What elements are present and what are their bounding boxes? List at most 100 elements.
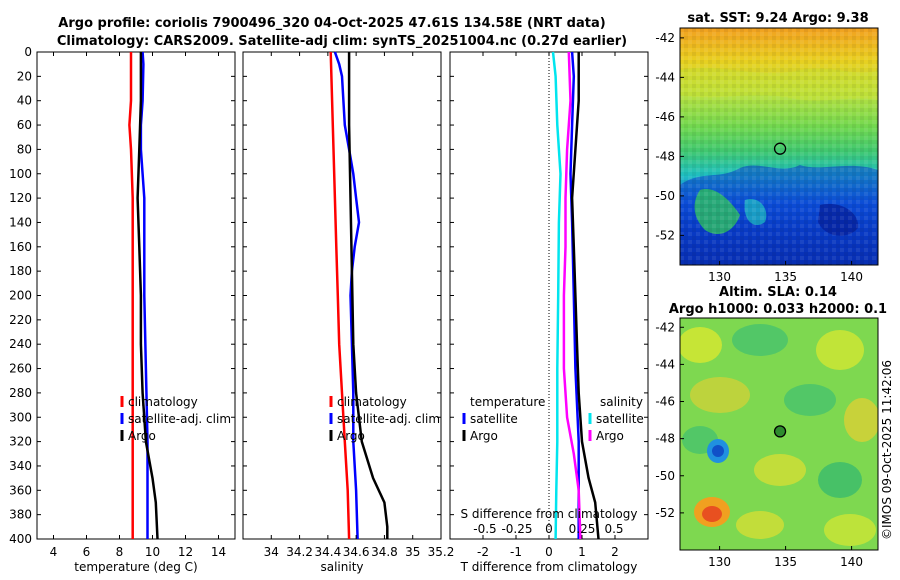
temperature-legend-argo: Argo [128, 429, 156, 443]
s-tick-0: 0 [545, 522, 553, 536]
s-tick-minus-0.5: -0.5 [473, 522, 496, 536]
depth-tick-label: 20 [17, 69, 32, 83]
depth-tick-label: 240 [9, 337, 32, 351]
sla-map-frame [679, 317, 879, 551]
s-difference-ticks: -0.5 -0.25 0 0.25 0.5 [473, 522, 623, 536]
x-tick-label: 1 [578, 545, 586, 559]
x-tick-label: 10 [145, 545, 160, 559]
map-y-tick-label: -52 [655, 506, 675, 520]
temperature-legend: climatology satellite-adj. clim Argo [120, 395, 231, 443]
s-tick-0.25: 0.25 [569, 522, 596, 536]
figure-title-line1: Argo profile: coriolis 7900496_320 04-Oc… [58, 16, 605, 31]
series-line-climatology [128, 52, 134, 539]
series-line-s-argo [562, 51, 582, 540]
depth-tick-label: 300 [9, 410, 32, 424]
depth-tick-label: 80 [17, 142, 32, 156]
map-y-tick-label: -50 [655, 189, 675, 203]
depth-tick-label: 120 [9, 191, 32, 205]
map-y-tick-label: -42 [655, 31, 675, 45]
depth-tick-label: 60 [17, 118, 32, 132]
depth-tick-label: 180 [9, 264, 32, 278]
x-tick-label: 34 [264, 545, 279, 559]
x-tick-label: 0 [545, 545, 553, 559]
legend-temperature-title: temperature [470, 395, 545, 409]
map-y-tick-label: -46 [655, 395, 675, 409]
temperature-panel: 4 6 8 10 12 14 temperature (deg C) climatolog… [36, 51, 236, 574]
x-tick-label: 34.4 [314, 545, 341, 559]
x-tick-label: 8 [116, 545, 124, 559]
sst-map-frame [679, 27, 879, 266]
map-y-tick-label: -50 [655, 469, 675, 483]
temperature-legend-climatology: climatology [128, 395, 198, 409]
salinity-legend-argo: Argo [337, 429, 365, 443]
figure-title-line2: Climatology: CARS2009. Satellite-adj cli… [57, 34, 627, 49]
temperature-legend-satellite: satellite-adj. clim [128, 412, 231, 426]
depth-tick-label: 320 [9, 435, 32, 449]
depth-tick-label: 100 [9, 167, 32, 181]
legend-temperature-satellite: satellite [470, 412, 518, 426]
salinity-legend: climatology satellite-adj. clim Argo [329, 395, 440, 443]
map-y-tick-label: -42 [655, 320, 675, 334]
difference-legend-temperature: temperature satellite Argo [462, 395, 545, 443]
depth-tick-label: 160 [9, 240, 32, 254]
x-tick-label: -1 [510, 545, 522, 559]
s-tick-0.5: 0.5 [604, 522, 623, 536]
map-y-tick-label: -48 [655, 149, 675, 163]
map-x-tick-label: 140 [840, 555, 863, 569]
series-line-t-argo [570, 52, 600, 540]
x-tick-label: 12 [178, 545, 193, 559]
sst-argo-location-marker [773, 142, 787, 155]
temperature-axes-frame [36, 51, 236, 540]
imos-credit: ©IMOS 09-Oct-2025 11:42:06 [880, 360, 894, 540]
difference-panel: -2 -1 0 1 2 T difference from climatology S … [449, 51, 649, 574]
x-tick-label: -2 [477, 545, 489, 559]
salinity-axes-frame [242, 51, 442, 540]
legend-salinity-title: salinity [600, 395, 643, 409]
sla-map: Altim. SLA: 0.14 Argo h1000: 0.033 h2000… [655, 285, 887, 569]
depth-tick-label: 360 [9, 483, 32, 497]
sst-map-title: sat. SST: 9.24 Argo: 9.38 [687, 11, 868, 26]
series-line-s-satellite [551, 51, 562, 540]
map-x-tick-label: 140 [840, 270, 863, 284]
depth-tick-label: 260 [9, 362, 32, 376]
x-tick-label: 34.8 [371, 545, 398, 559]
depth-tick-label: 140 [9, 215, 32, 229]
series-line-argo [347, 52, 389, 539]
salinity-xlabel: salinity [320, 560, 363, 574]
temperature-xlabel: temperature (deg C) [74, 560, 197, 574]
map-y-tick-label: -46 [655, 110, 675, 124]
map-x-tick-label: 130 [708, 555, 731, 569]
x-tick-label: 35.2 [428, 545, 455, 559]
series-line-satellite-adj-clim [333, 51, 361, 540]
series-line-satellite-adj-clim [139, 51, 149, 539]
depth-tick-label: 0 [24, 45, 32, 59]
x-tick-label: 4 [50, 545, 58, 559]
salinity-legend-satellite: satellite-adj. clim [337, 412, 440, 426]
depth-tick-label: 340 [9, 459, 32, 473]
map-y-tick-label: -44 [655, 357, 675, 371]
sla-argo-location-marker [773, 425, 787, 438]
x-tick-label: 34.2 [286, 545, 313, 559]
map-y-tick-label: -48 [655, 432, 675, 446]
depth-tick-label: 200 [9, 289, 32, 303]
series-line-climatology [329, 51, 351, 540]
x-tick-label: 2 [611, 545, 619, 559]
depth-tick-label: 40 [17, 94, 32, 108]
series-line-argo [136, 52, 159, 540]
map-y-tick-label: -44 [655, 70, 675, 84]
salinity-legend-climatology: climatology [337, 395, 407, 409]
sst-map: sat. SST: 9.24 Argo: 9.38 130 135 140 -42 -4… [655, 11, 879, 284]
map-x-tick-label: 135 [774, 270, 797, 284]
sla-map-title-line1: Altim. SLA: 0.14 [719, 285, 837, 300]
depth-tick-label: 220 [9, 313, 32, 327]
x-tick-label: 6 [83, 545, 91, 559]
depth-tick-label: 380 [9, 508, 32, 522]
legend-salinity-argo: Argo [596, 429, 624, 443]
s-difference-label: S difference from climatology [461, 507, 638, 521]
depth-tick-label: 280 [9, 386, 32, 400]
depth-axis: 0 20 40 60 80 100 120 140 160 180 200 220 240 260 280 3… [9, 45, 648, 546]
map-y-tick-label: -52 [655, 228, 675, 242]
s-tick-minus-0.25: -0.25 [501, 522, 532, 536]
depth-tick-label: 400 [9, 532, 32, 546]
difference-xlabel: T difference from climatology [460, 560, 638, 574]
